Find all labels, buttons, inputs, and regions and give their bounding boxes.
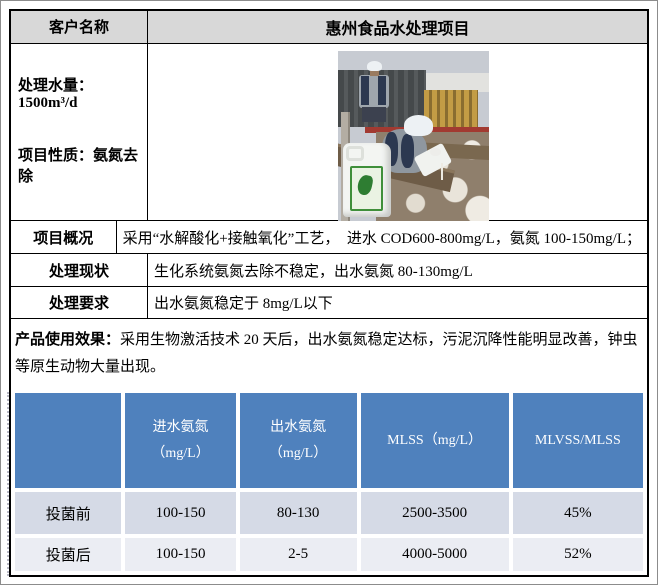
photo-product-jug-handle bbox=[345, 146, 364, 162]
current-status-label: 处理现状 bbox=[11, 254, 148, 287]
results-table: 进水氨氮 （mg/L） 出水氨氮 （mg/L） MLSS（mg/L） MLVSS… bbox=[11, 389, 647, 575]
project-title: 惠州食品水处理项目 bbox=[148, 11, 647, 43]
table-cell: 45% bbox=[512, 492, 643, 534]
requirement-row: 处理要求 出水氨氮稳定于 8mg/L以下 bbox=[11, 287, 647, 319]
photo-worker-standing-face bbox=[369, 70, 379, 77]
photo-worker-standing-helmet bbox=[366, 61, 382, 72]
header-row: 客户名称 惠州食品水处理项目 bbox=[11, 11, 647, 44]
table-cell: 52% bbox=[512, 538, 643, 571]
effect-paragraph: 产品使用效果：采用生物激活技术 20 天后，出水氨氮稳定达标，污泥沉降性能明显改… bbox=[11, 319, 647, 387]
requirement-value: 出水氨氮稳定于 8mg/L以下 bbox=[154, 296, 333, 313]
project-photo bbox=[338, 50, 489, 221]
results-header-effluent-nh3: 出水氨氮 （mg/L） bbox=[239, 393, 357, 488]
project-info-table: 客户名称 惠州食品水处理项目 处理水量：1500m³/d 项目性质：氨氮去除 bbox=[9, 9, 649, 577]
row-label-before: 投菌前 bbox=[15, 492, 122, 534]
overview-label: 项目概况 bbox=[11, 221, 117, 254]
table-cell: 80-130 bbox=[239, 492, 357, 534]
photo-worker-glove bbox=[430, 147, 441, 157]
overview-row: 项目概况 采用“水解酸化+接触氧化”工艺， 进水 COD600-800mg/L，… bbox=[11, 221, 647, 255]
effect-section: 产品使用效果：采用生物激活技术 20 天后，出水氨氮稳定达标，污泥沉降性能明显改… bbox=[11, 319, 647, 575]
photo-worker-crouching-helmet bbox=[404, 115, 434, 136]
results-header-mlss: MLSS（mg/L） bbox=[360, 393, 509, 488]
table-cell: 100-150 bbox=[125, 538, 236, 571]
water-volume-label: 处理水量：1500m³/d bbox=[18, 77, 94, 111]
table-selection-marks bbox=[7, 392, 9, 576]
photo-pour-stream bbox=[440, 163, 444, 181]
table-cell: 100-150 bbox=[125, 492, 236, 534]
photo-cell bbox=[148, 44, 647, 221]
current-status-value: 生化系统氨氮去除不稳定，出水氨氮 80-130mg/L bbox=[154, 263, 473, 280]
effect-label: 产品使用效果： bbox=[15, 332, 121, 348]
results-header-empty bbox=[15, 393, 122, 488]
photo-row: 处理水量：1500m³/d 项目性质：氨氮去除 bbox=[11, 43, 647, 222]
table-row-after-dosing: 投菌后 100-150 2-5 4000-5000 52% bbox=[15, 538, 643, 571]
project-specs: 处理水量：1500m³/d 项目性质：氨氮去除 bbox=[11, 43, 148, 221]
requirement-label: 处理要求 bbox=[11, 287, 148, 318]
effect-text: 采用生物激活技术 20 天后，出水氨氮稳定达标，污泥沉降性能明显改善，钟虫等原生… bbox=[15, 332, 638, 375]
table-row-before-dosing: 投菌前 100-150 80-130 2500-3500 45% bbox=[15, 492, 643, 534]
photo-worker-standing-vest bbox=[361, 76, 369, 106]
current-status-row: 处理现状 生化系统氨氮去除不稳定，出水氨氮 80-130mg/L bbox=[11, 254, 647, 288]
overview-value: 采用“水解酸化+接触氧化”工艺， 进水 COD600-800mg/L，氨氮 10… bbox=[122, 230, 641, 247]
photo-worker-standing-pants bbox=[362, 106, 387, 123]
table-cell: 2-5 bbox=[239, 538, 357, 571]
row-label-after: 投菌后 bbox=[15, 538, 122, 571]
table-cell: 4000-5000 bbox=[360, 538, 509, 571]
customer-name-label: 客户名称 bbox=[11, 11, 148, 43]
table-cell: 2500-3500 bbox=[360, 492, 509, 534]
results-header-mlvss-mlss: MLVSS/MLSS bbox=[512, 393, 643, 488]
results-header-influent-nh3: 进水氨氮 （mg/L） bbox=[125, 393, 236, 488]
results-header-row: 进水氨氮 （mg/L） 出水氨氮 （mg/L） MLSS（mg/L） MLVSS… bbox=[15, 393, 643, 488]
project-nature-label: 项目性质：氨氮去除 bbox=[18, 147, 139, 185]
